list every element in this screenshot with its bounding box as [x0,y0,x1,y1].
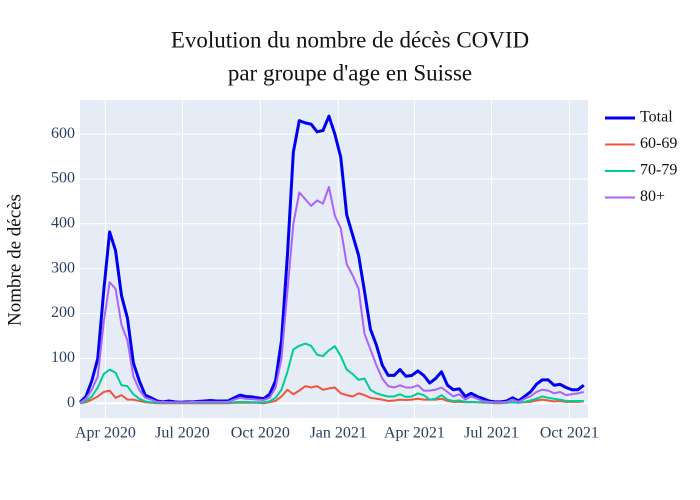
line [79,186,584,404]
chart-title: par groupe d'age en Suisse [228,60,472,85]
y-tick-label: 200 [51,304,75,321]
x-tick-label: Jul 2021 [464,425,519,442]
chart-title: Evolution du nombre de décès COVID [171,27,529,52]
y-tick-label: 300 [51,259,75,276]
y-tick-label: 400 [51,214,75,231]
x-tick-label: Oct 2021 [540,425,599,442]
y-axis-label: Nombre de décès [4,194,25,326]
x-tick-label: Oct 2020 [231,425,290,442]
x-tick-label: Jan 2021 [310,425,367,442]
legend-label: Total [640,109,673,126]
legend-label: 80+ [640,188,665,205]
x-tick-label: Jul 2020 [155,425,210,442]
x-tick-label: Apr 2020 [75,425,136,442]
y-tick-label: 100 [51,349,75,366]
y-tick-label: 600 [51,125,75,142]
legend-label: 70-79 [640,162,677,179]
plot-background [80,100,588,418]
y-tick-label: 0 [67,394,75,411]
x-tick-label: Apr 2021 [384,425,445,442]
legend-label: 60-69 [640,135,677,152]
y-tick-label: 500 [51,170,75,187]
